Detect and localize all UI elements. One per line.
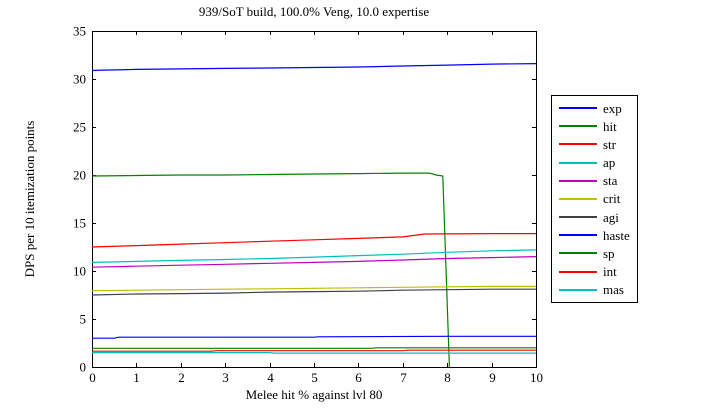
x-axis-label: Melee hit % against lvl 80	[245, 387, 383, 402]
legend-label-haste: haste	[603, 227, 630, 243]
legend-line-sp	[559, 252, 597, 255]
x-tick-label: 2	[178, 370, 185, 385]
series-line-agi	[91, 288, 536, 296]
legend-entry-sp: sp	[552, 245, 637, 262]
legend-label-ap: ap	[603, 155, 616, 171]
legend-label-hit: hit	[603, 118, 617, 134]
series-line-str	[91, 233, 536, 248]
legend-entry-haste: haste	[552, 227, 637, 244]
x-tick-label: 3	[222, 370, 229, 385]
legend-entry-sta: sta	[552, 172, 637, 189]
legend-line-mas	[559, 288, 597, 291]
series-line-sta	[91, 256, 537, 268]
x-tick-label: 9	[489, 370, 496, 385]
legend-line-agi	[559, 216, 597, 219]
legend-entry-crit: crit	[552, 190, 637, 207]
series-line-ap	[91, 249, 537, 263]
y-tick-label: 25	[73, 120, 86, 135]
legend-line-hit	[559, 125, 597, 128]
x-tick-label: 1	[133, 370, 140, 385]
x-tick-label: 0	[89, 370, 96, 385]
legend-label-str: str	[603, 136, 616, 152]
series-line-hit	[91, 172, 450, 368]
legend-line-int	[559, 270, 597, 273]
series-line-int	[92, 349, 536, 352]
legend-line-sta	[559, 179, 597, 182]
legend-entry-str: str	[552, 136, 637, 153]
y-tick-label: 20	[73, 168, 86, 183]
axes-box	[92, 31, 537, 368]
chart-title: 939/SoT build, 100.0% Veng, 10.0 experti…	[198, 4, 430, 19]
y-tick-label: 5	[80, 312, 87, 327]
legend-label-crit: crit	[603, 191, 621, 207]
legend-entry-int: int	[552, 263, 637, 280]
legend-entry-mas: mas	[552, 281, 637, 298]
x-tick-label: 6	[355, 370, 362, 385]
legend-line-ap	[559, 161, 597, 164]
x-tick-label: 10	[530, 370, 543, 385]
legend-label-agi: agi	[603, 209, 619, 225]
legend-label-mas: mas	[603, 282, 624, 298]
legend-line-haste	[559, 234, 597, 237]
series-line-crit	[91, 285, 536, 292]
series-line-haste	[92, 335, 536, 339]
legend-entry-agi: agi	[552, 209, 637, 226]
legend-label-sta: sta	[603, 173, 618, 189]
legend-entry-ap: ap	[552, 154, 637, 171]
y-tick-label: 35	[73, 24, 86, 39]
legend-entry-exp: exp	[552, 100, 637, 117]
series-line-sp	[92, 347, 536, 349]
series-line-mas	[92, 352, 536, 354]
x-tick-label: 7	[400, 370, 407, 385]
legend-entry-hit: hit	[552, 118, 637, 135]
legend: exp hit str ap sta crit agi haste sp int mas	[551, 95, 638, 303]
legend-label-int: int	[603, 264, 617, 280]
legend-line-crit	[559, 197, 597, 200]
legend-label-exp: exp	[603, 100, 622, 116]
x-tick-label: 4	[267, 370, 274, 385]
series-line-exp	[91, 63, 537, 71]
y-tick-label: 15	[73, 216, 86, 231]
x-tick-label: 5	[311, 370, 318, 385]
y-tick-label: 30	[73, 72, 86, 87]
legend-line-exp	[559, 107, 597, 110]
x-tick-label: 8	[444, 370, 451, 385]
y-tick-label: 10	[73, 264, 86, 279]
legend-label-sp: sp	[603, 245, 615, 261]
y-tick-label: 0	[80, 360, 87, 375]
legend-line-str	[559, 143, 597, 146]
